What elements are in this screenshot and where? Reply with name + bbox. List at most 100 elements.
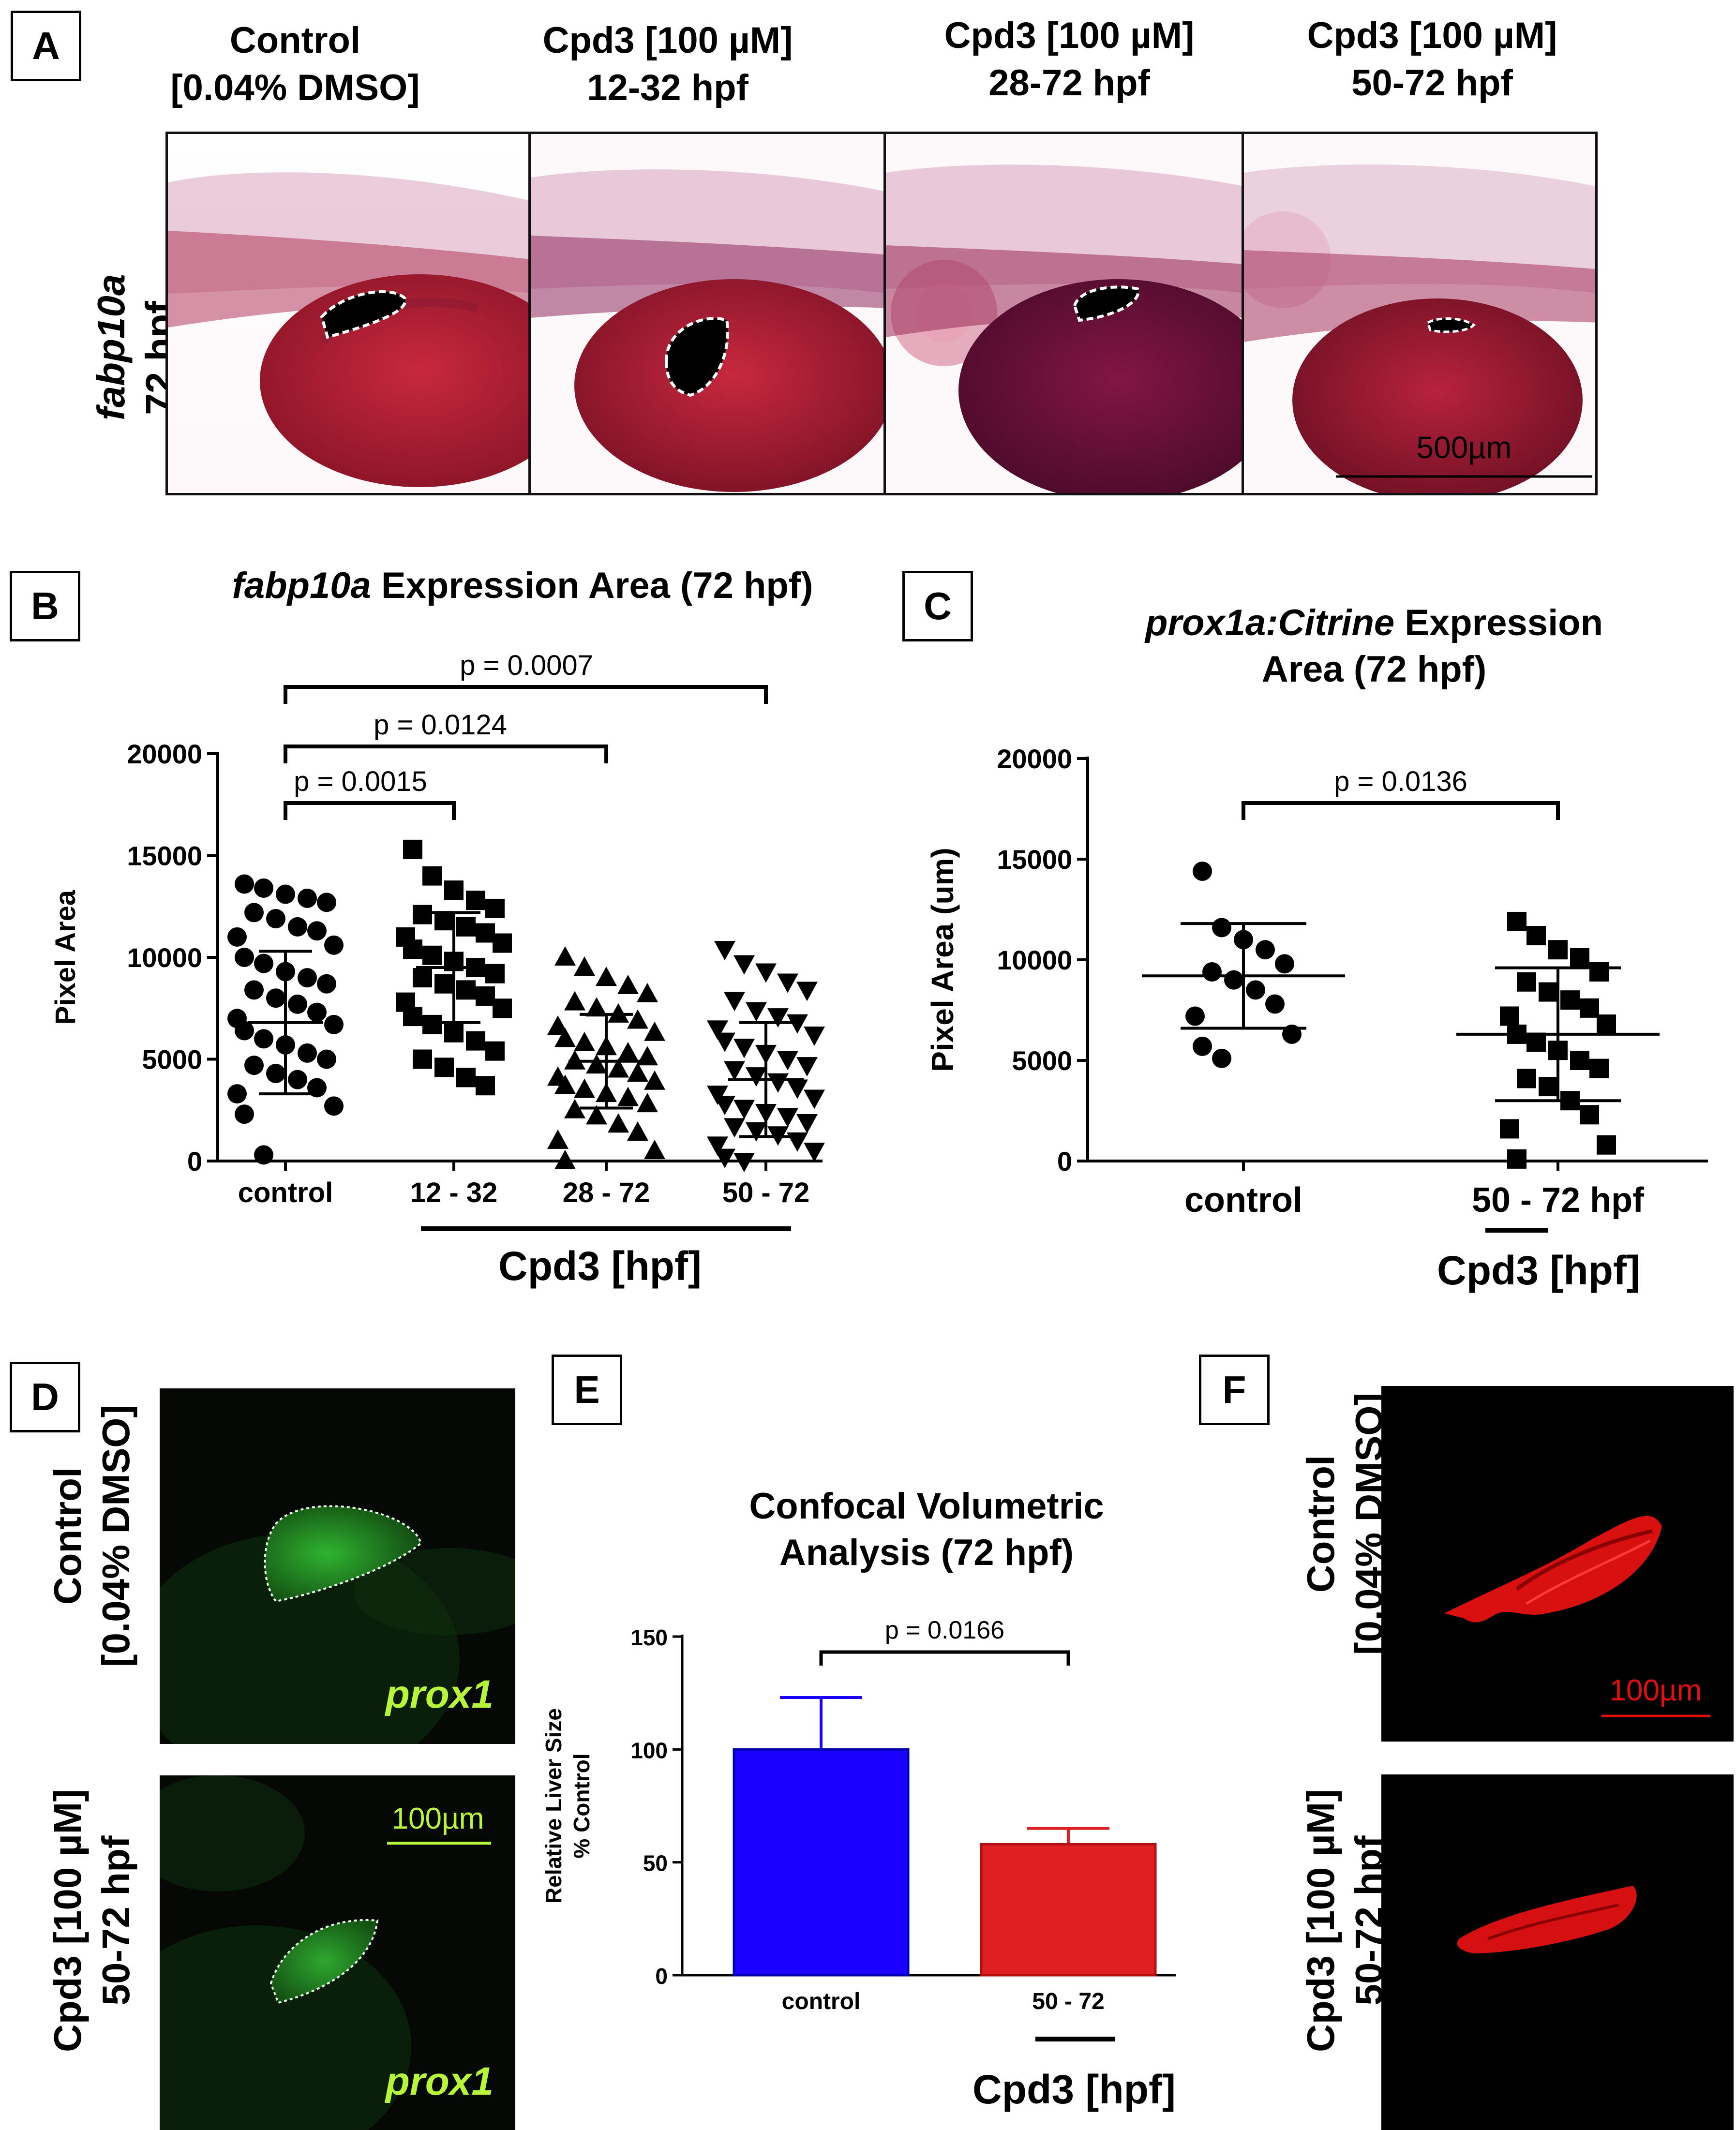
panelB-data-point bbox=[413, 968, 432, 988]
panelB-data-point bbox=[288, 994, 307, 1014]
panelB-data-point bbox=[796, 1057, 818, 1077]
panelB-data-point bbox=[586, 997, 607, 1017]
panelB-data-point bbox=[554, 946, 576, 966]
panelB-data-point bbox=[777, 1108, 798, 1128]
panelB-y-tick-label: 15000 bbox=[127, 841, 202, 871]
panelB-data-point bbox=[422, 866, 442, 886]
panelB-p-value: p = 0.0007 bbox=[460, 650, 593, 681]
panelB-data-point bbox=[707, 1020, 728, 1040]
panelC-data-point bbox=[1500, 1119, 1519, 1139]
panelC-data-point bbox=[1507, 1149, 1526, 1169]
panelC-data-point bbox=[1597, 1014, 1616, 1034]
panelC-data-point bbox=[1517, 1069, 1536, 1088]
panelB-data-point bbox=[235, 1104, 254, 1124]
panelB-data-point bbox=[787, 1014, 808, 1034]
panelA-image-28-72 bbox=[883, 132, 1246, 495]
panelC-data-point bbox=[1589, 1058, 1609, 1078]
panelB-data-point bbox=[608, 1113, 629, 1133]
panelB-data-point bbox=[235, 1021, 254, 1041]
panelB-data-point bbox=[266, 909, 285, 929]
panelC-data-point bbox=[1560, 990, 1580, 1010]
panel-letter-d: D bbox=[10, 1362, 80, 1432]
panelB-data-point bbox=[254, 1029, 273, 1049]
panelC-data-point bbox=[1539, 1077, 1558, 1097]
panelB-data-point bbox=[324, 1096, 344, 1116]
panelE-significance-bracket bbox=[819, 1650, 1070, 1666]
panelB-data-point bbox=[586, 1054, 607, 1074]
panelB-data-point bbox=[746, 1067, 767, 1087]
panelB-data-point bbox=[574, 956, 595, 976]
panelC-data-point bbox=[1246, 980, 1265, 1000]
panelB-data-point bbox=[547, 1015, 569, 1035]
panelB-data-point bbox=[714, 941, 735, 961]
panelB-data-point bbox=[307, 921, 327, 941]
panelC-data-point bbox=[1500, 1006, 1519, 1026]
panelB-data-point bbox=[444, 880, 464, 900]
panelB-group-label: Cpd3 [hpf] bbox=[498, 1243, 702, 1289]
panelF-row2-label: Cpd3 [100 µM] 50-72 hpf bbox=[1299, 1789, 1391, 2052]
panelB-y-tick-label: 5000 bbox=[142, 1044, 202, 1075]
panelB-title: fabp10a Expression Area (72 hpf) bbox=[184, 563, 861, 609]
panelC-title: prox1a:Citrine Expression Area (72 hpf) bbox=[1103, 600, 1645, 693]
panelF-row1-label: Control [0.04% DMSO] bbox=[1299, 1392, 1391, 1655]
panelA-image-12-32 bbox=[528, 132, 886, 495]
panelB-data-point bbox=[767, 1008, 789, 1028]
panel-letter-b: B bbox=[10, 571, 80, 641]
panelA-row-label: fabp10a 72 hpf bbox=[39, 261, 181, 455]
panelA-header-1: Control [0.04% DMSO] bbox=[170, 20, 420, 108]
panelE-bar bbox=[980, 1843, 1157, 1977]
panelB-data-point bbox=[235, 874, 254, 894]
panelB-data-point bbox=[266, 1063, 285, 1083]
panelB-data-point bbox=[476, 923, 495, 943]
panelC-title-rest-2: Area (72 hpf) bbox=[1261, 649, 1487, 690]
panelB-data-point bbox=[476, 1076, 495, 1096]
panelB-data-point bbox=[254, 1145, 273, 1165]
panelC-chart: 0 5000 10000 15000 20000 Pixel Area (um) contr… bbox=[925, 744, 1708, 1293]
panelE-group-label: Cpd3 [hpf] bbox=[973, 2067, 1176, 2112]
panelB-data-point bbox=[644, 1139, 665, 1159]
panelC-data-point bbox=[1597, 1135, 1616, 1155]
panelB-data-point bbox=[804, 1089, 825, 1109]
panelC-data-point bbox=[1193, 1036, 1212, 1056]
panelC-significance-bracket bbox=[1242, 801, 1560, 820]
panelB-data-point bbox=[617, 974, 639, 994]
panelF-image-control: 100µm bbox=[1381, 1386, 1734, 1742]
panelB-data-point bbox=[324, 935, 344, 955]
panelB-data-point bbox=[724, 1061, 745, 1081]
panelB-data-point bbox=[413, 1049, 432, 1069]
panelC-title-gene: prox1a:Citrine bbox=[1145, 602, 1395, 643]
panelC-category-label: control bbox=[1184, 1181, 1302, 1220]
panelE-y-tick-label: 150 bbox=[630, 1625, 668, 1650]
panelA-row-label-gene: fabp10a bbox=[90, 274, 133, 420]
panelC-y-tick-label: 0 bbox=[1057, 1146, 1072, 1177]
panelE-y-tick-label: 100 bbox=[630, 1738, 668, 1763]
panelB-y-tick-label: 10000 bbox=[127, 942, 202, 973]
panelB-data-point bbox=[574, 1078, 595, 1098]
panelB-title-gene: fabp10a bbox=[232, 565, 371, 606]
panelB-data-point bbox=[554, 1074, 576, 1094]
panelB-data-point bbox=[307, 1002, 327, 1022]
panelB-data-point bbox=[485, 1041, 505, 1061]
panelB-data-point bbox=[554, 1028, 576, 1047]
panelA-header-4: Cpd3 [100 µM] 50-72 hpf bbox=[1307, 15, 1557, 104]
panelB-data-point bbox=[767, 1073, 789, 1093]
panelB-data-point bbox=[227, 1084, 247, 1104]
panelB-data-point bbox=[288, 917, 307, 937]
panelB-category-label: 12 - 32 bbox=[410, 1177, 498, 1208]
panelA-image-control bbox=[165, 132, 532, 495]
panelC-data-point bbox=[1507, 911, 1526, 931]
panelB-data-point bbox=[627, 1009, 648, 1029]
panelC-data-point bbox=[1526, 1032, 1546, 1052]
panelC-y-tick-label: 20000 bbox=[997, 744, 1072, 774]
panelA-scale-bar-text: 500µm bbox=[1417, 430, 1512, 465]
panelE-y-axis-label-1: Relative Liver Size bbox=[541, 1708, 566, 1904]
panelB-data-point bbox=[804, 1026, 825, 1046]
panelE-category-label: control bbox=[782, 1989, 861, 2014]
panelB-data-point bbox=[403, 1007, 422, 1027]
panelB-data-point bbox=[733, 955, 755, 975]
panel-letter-e: E bbox=[552, 1355, 622, 1425]
panelB-title-rest: Expression Area (72 hpf) bbox=[371, 565, 813, 606]
panelB-data-point bbox=[627, 1062, 648, 1082]
panelB-data-point bbox=[403, 939, 422, 959]
panelB-data-point bbox=[724, 1118, 745, 1138]
